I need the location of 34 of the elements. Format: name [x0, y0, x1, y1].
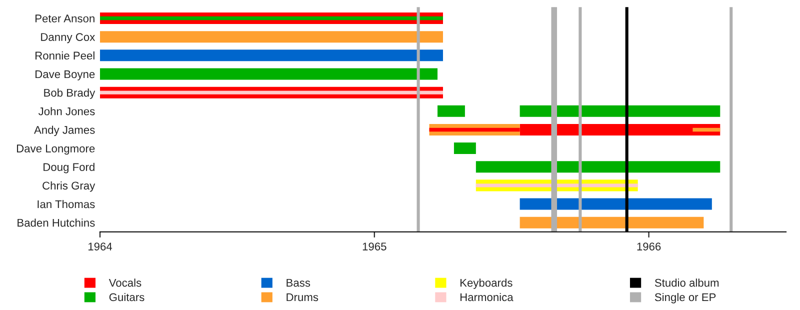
y-tick-label: Danny Cox [41, 33, 96, 44]
x-tick-label: 1965 [362, 242, 386, 250]
legend-label: Keyboards [460, 278, 512, 289]
legend-label: Vocals [108, 278, 142, 287]
y-tick-label: Ronnie Peel [36, 51, 94, 60]
x-tick-label: 1964 [88, 242, 112, 250]
bar [476, 184, 638, 188]
y-tick-label: Bob Brady [44, 88, 96, 99]
legend-label: Harmonica [460, 292, 514, 302]
bar [100, 68, 438, 80]
bar [476, 161, 720, 173]
legend-label: Bass [286, 278, 310, 287]
bar [454, 142, 476, 154]
legend-label: Guitars [109, 292, 144, 302]
bar [100, 31, 443, 43]
y-tick-label: Dave Boyne [36, 70, 95, 80]
legend-label: Single or EP [654, 292, 716, 304]
bar [520, 198, 712, 210]
x-tick-label: 1966 [637, 242, 661, 250]
y-tick-label: Peter Anson [36, 14, 94, 22]
y-tick-label: Baden Hutchins [18, 218, 95, 227]
bar [100, 90, 443, 94]
legend-label: Drums [286, 293, 318, 302]
legend-label: Studio album [654, 278, 719, 287]
y-tick-label: Doug Ford [44, 162, 94, 174]
bar [520, 216, 704, 228]
bar [692, 128, 720, 132]
y-tick-label: Dave Longmore [17, 144, 95, 155]
y-tick-label: Ian Thomas [38, 200, 95, 208]
y-tick-label: John Jones [38, 107, 95, 116]
bar [438, 105, 465, 117]
y-tick-label: Chris Gray [42, 181, 96, 192]
y-tick-label: Andy James [34, 126, 95, 136]
bar [100, 50, 443, 62]
